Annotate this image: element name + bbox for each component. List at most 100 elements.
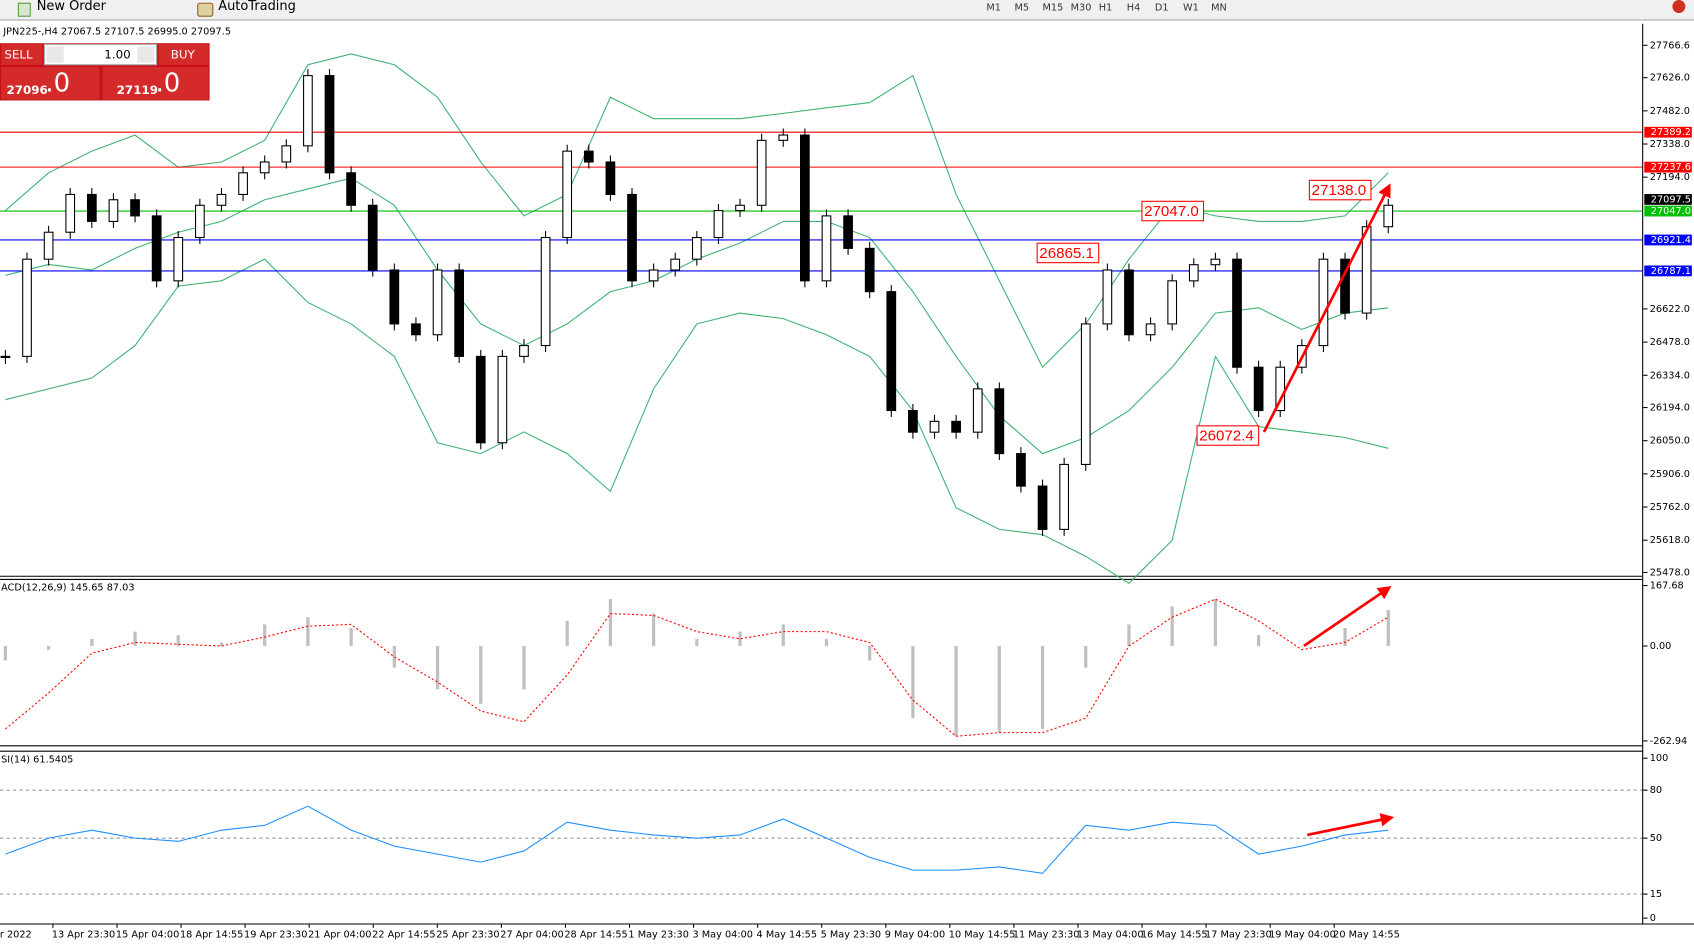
macd-bar <box>565 620 569 647</box>
level-label: 26921.4 <box>1651 235 1691 246</box>
timeframe-button[interactable]: M1 <box>986 3 1001 14</box>
candle-body <box>1167 280 1178 325</box>
y-tick-label: 25478.0 <box>1650 567 1690 578</box>
x-tick-label: 16 May 14:55 <box>1141 929 1208 940</box>
volume-down[interactable] <box>46 46 64 63</box>
candle-body <box>821 215 832 282</box>
macd-bar <box>738 631 742 647</box>
bid-label: 27097.5 <box>1651 194 1691 205</box>
timeframe-button[interactable]: W1 <box>1183 3 1199 14</box>
candle-body <box>929 420 940 433</box>
buy-price-box[interactable] <box>102 66 209 100</box>
candle-body <box>475 355 486 444</box>
y-tick-label: 27766.6 <box>1650 40 1690 51</box>
y-tick-label: 0 <box>1650 913 1656 924</box>
timeframe-bar: M1 M5 M15 M30 H1 H4 D1 W1 MN <box>986 3 1226 14</box>
price-annotation: 26865.1 <box>1039 245 1094 262</box>
rsi-line <box>5 805 1389 874</box>
macd-bar <box>1213 599 1218 647</box>
bid-tag <box>1644 194 1692 205</box>
macd-bar <box>608 599 613 647</box>
macd-bar <box>954 646 958 737</box>
timeframe-button[interactable]: MN <box>1211 3 1227 14</box>
macd-bar <box>1300 646 1304 647</box>
timeframe-button[interactable]: D1 <box>1155 3 1169 14</box>
candle-body <box>778 134 789 141</box>
buy-price[interactable]: 27119 <box>117 83 158 97</box>
x-tick-label: 9 May 04:00 <box>885 929 945 940</box>
candle-body <box>1080 323 1091 465</box>
candle-body <box>432 269 443 336</box>
y-tick-label: 26050.0 <box>1650 436 1690 447</box>
candle-body <box>670 258 681 271</box>
candle-body <box>1383 204 1394 228</box>
macd-bar <box>1256 635 1261 647</box>
sell-price-box[interactable] <box>1 66 100 100</box>
toolbar <box>0 0 1694 20</box>
x-tick-label: 13 May 04:00 <box>1077 929 1144 940</box>
macd-bar <box>1386 609 1390 647</box>
macd-bar <box>868 646 872 661</box>
candle-body <box>173 236 184 282</box>
buy-label[interactable]: BUY <box>171 48 196 62</box>
new-order-icon[interactable] <box>17 2 31 17</box>
level-tag <box>1644 205 1692 217</box>
y-tick-label: 27194.0 <box>1650 172 1690 183</box>
candle-body <box>756 139 767 206</box>
macd-bar <box>3 646 8 661</box>
sell-fraction[interactable]: .0 <box>45 69 70 99</box>
price-annotation-box <box>1308 179 1372 201</box>
new-order-button[interactable]: New Order <box>37 0 107 14</box>
y-tick-label: 50 <box>1650 833 1662 844</box>
y-tick-label: 167.68 <box>1650 581 1684 592</box>
bollinger-band <box>5 258 1389 584</box>
macd-bar <box>263 624 267 647</box>
timeframe-button[interactable]: H1 <box>1099 3 1113 14</box>
candle-body <box>1102 269 1113 325</box>
sell-price[interactable]: 27096 <box>6 83 47 97</box>
timeframe-button[interactable]: M30 <box>1071 3 1092 14</box>
candle-body <box>994 388 1005 455</box>
candle-body <box>1232 258 1242 368</box>
level-label: 27237.6 <box>1651 162 1691 173</box>
level-tag <box>1644 234 1692 246</box>
candle-body <box>648 269 659 282</box>
volume-up[interactable] <box>137 46 155 63</box>
level-label: 26787.1 <box>1651 266 1691 277</box>
sell-button[interactable] <box>1 44 43 65</box>
sell-label[interactable]: SELL <box>4 48 33 62</box>
macd-bar <box>306 617 310 647</box>
bollinger-band <box>5 53 1389 369</box>
candle-body <box>108 199 119 222</box>
volume-value[interactable]: 1.00 <box>104 48 130 62</box>
candle-body <box>389 269 400 325</box>
x-tick-label: 10 May 14:55 <box>949 929 1016 940</box>
rsi-title: SI(14) 61.5405 <box>1 754 73 765</box>
candle-body <box>1318 258 1329 347</box>
candle-body <box>1340 258 1350 314</box>
timeframe-button[interactable]: M15 <box>1043 3 1064 14</box>
x-tick-label: 21 Apr 04:00 <box>308 929 371 940</box>
macd-pane: 167.68 0.00 -262.94 <box>3 581 1687 747</box>
macd-bar <box>349 627 353 647</box>
alert-icon[interactable] <box>1672 0 1686 13</box>
buy-button[interactable] <box>158 44 209 65</box>
macd-bar <box>392 646 396 668</box>
buy-fraction[interactable]: .0 <box>156 69 181 99</box>
volume-input[interactable] <box>43 43 158 66</box>
candle-body <box>519 345 529 357</box>
timeframe-button[interactable]: M5 <box>1014 3 1029 14</box>
candle-body <box>43 231 54 260</box>
candle-body <box>65 193 76 233</box>
candle-body <box>1059 463 1070 530</box>
macd-bar <box>522 646 526 690</box>
candle-body <box>1145 323 1156 336</box>
y-tick-label: 25618.0 <box>1650 535 1690 546</box>
candle-body <box>1037 485 1048 530</box>
autotrading-icon[interactable] <box>197 2 214 17</box>
candle-body <box>22 258 32 357</box>
timeframe-button[interactable]: H4 <box>1127 3 1141 14</box>
candle-body <box>0 355 11 359</box>
autotrading-button[interactable]: AutoTrading <box>218 0 296 14</box>
